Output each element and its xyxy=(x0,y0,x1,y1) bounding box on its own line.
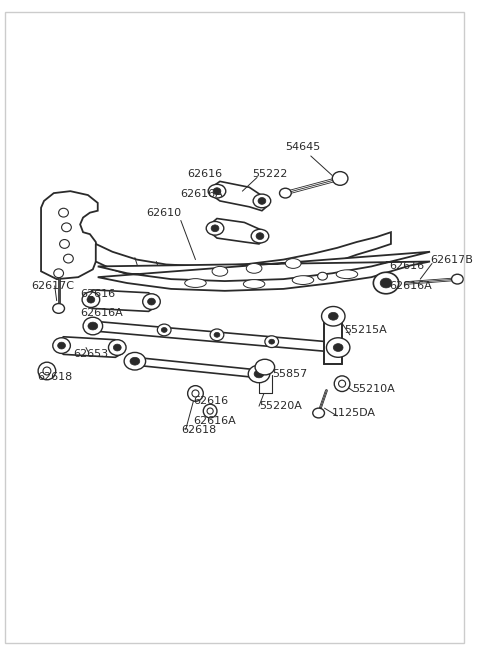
Ellipse shape xyxy=(185,278,206,288)
Ellipse shape xyxy=(380,278,392,288)
Ellipse shape xyxy=(82,292,100,307)
Ellipse shape xyxy=(336,270,358,278)
Polygon shape xyxy=(210,219,266,244)
Ellipse shape xyxy=(210,329,224,341)
Text: 55215A: 55215A xyxy=(344,325,387,335)
Text: 62617B: 62617B xyxy=(430,255,473,265)
Ellipse shape xyxy=(452,274,463,284)
Polygon shape xyxy=(324,315,342,364)
Polygon shape xyxy=(213,181,269,211)
Ellipse shape xyxy=(286,259,301,269)
Ellipse shape xyxy=(265,336,278,348)
Ellipse shape xyxy=(161,328,167,332)
Text: 55210A: 55210A xyxy=(352,384,395,394)
Ellipse shape xyxy=(254,370,264,378)
Ellipse shape xyxy=(334,376,350,392)
Ellipse shape xyxy=(83,317,103,335)
Ellipse shape xyxy=(318,272,327,280)
Ellipse shape xyxy=(333,344,343,352)
Ellipse shape xyxy=(147,298,156,305)
Text: 55220A: 55220A xyxy=(259,401,302,411)
Text: 62618: 62618 xyxy=(37,372,72,382)
Ellipse shape xyxy=(328,312,338,320)
Polygon shape xyxy=(93,321,338,352)
Text: 54645: 54645 xyxy=(285,142,321,152)
Text: 62616: 62616 xyxy=(193,396,228,406)
Polygon shape xyxy=(57,337,122,358)
Ellipse shape xyxy=(373,272,399,294)
Text: 62653: 62653 xyxy=(73,349,108,360)
Ellipse shape xyxy=(88,322,98,330)
Ellipse shape xyxy=(38,362,56,380)
Ellipse shape xyxy=(279,188,291,198)
Ellipse shape xyxy=(213,188,221,195)
Polygon shape xyxy=(98,252,430,291)
Ellipse shape xyxy=(253,194,271,208)
Ellipse shape xyxy=(130,358,140,365)
Ellipse shape xyxy=(322,307,345,326)
Ellipse shape xyxy=(188,386,204,402)
Ellipse shape xyxy=(113,344,121,351)
Text: 55857: 55857 xyxy=(272,369,307,379)
Ellipse shape xyxy=(211,225,219,232)
Ellipse shape xyxy=(212,267,228,276)
Ellipse shape xyxy=(53,338,71,354)
Ellipse shape xyxy=(251,229,269,243)
Ellipse shape xyxy=(43,367,51,375)
Polygon shape xyxy=(41,191,98,279)
Text: 62610: 62610 xyxy=(146,208,182,217)
Text: 1125DA: 1125DA xyxy=(332,408,376,418)
Ellipse shape xyxy=(256,233,264,240)
Ellipse shape xyxy=(60,240,70,248)
Ellipse shape xyxy=(207,408,213,414)
Text: 62617C: 62617C xyxy=(31,281,74,291)
Ellipse shape xyxy=(204,404,217,418)
Ellipse shape xyxy=(87,296,95,303)
Ellipse shape xyxy=(248,365,270,383)
Text: 62616A: 62616A xyxy=(389,281,432,291)
Ellipse shape xyxy=(243,280,265,288)
Text: 62618: 62618 xyxy=(181,424,216,435)
Text: 62616A: 62616A xyxy=(193,416,236,426)
Text: 62616: 62616 xyxy=(80,289,115,299)
Ellipse shape xyxy=(326,338,350,358)
Ellipse shape xyxy=(54,269,63,278)
Ellipse shape xyxy=(269,339,275,344)
Ellipse shape xyxy=(208,184,226,198)
Ellipse shape xyxy=(61,223,72,232)
Ellipse shape xyxy=(292,276,314,284)
Ellipse shape xyxy=(63,254,73,263)
Ellipse shape xyxy=(192,390,199,397)
Ellipse shape xyxy=(206,221,224,235)
Ellipse shape xyxy=(143,294,160,309)
Ellipse shape xyxy=(124,352,145,370)
Text: 62616: 62616 xyxy=(389,261,424,271)
Ellipse shape xyxy=(53,303,64,313)
Ellipse shape xyxy=(332,172,348,185)
Text: 62616: 62616 xyxy=(188,170,223,179)
Text: 55222: 55222 xyxy=(252,168,288,179)
Ellipse shape xyxy=(157,324,171,336)
Text: 62616A: 62616A xyxy=(80,309,123,318)
Ellipse shape xyxy=(255,359,275,375)
Ellipse shape xyxy=(258,198,266,204)
Ellipse shape xyxy=(313,408,324,418)
Ellipse shape xyxy=(246,263,262,273)
Ellipse shape xyxy=(59,208,69,217)
Ellipse shape xyxy=(58,342,65,349)
Polygon shape xyxy=(86,290,156,311)
Ellipse shape xyxy=(338,380,346,387)
Polygon shape xyxy=(135,358,259,378)
Text: 62616A: 62616A xyxy=(180,189,223,199)
Polygon shape xyxy=(96,233,391,283)
Ellipse shape xyxy=(214,332,220,337)
Ellipse shape xyxy=(108,340,126,356)
